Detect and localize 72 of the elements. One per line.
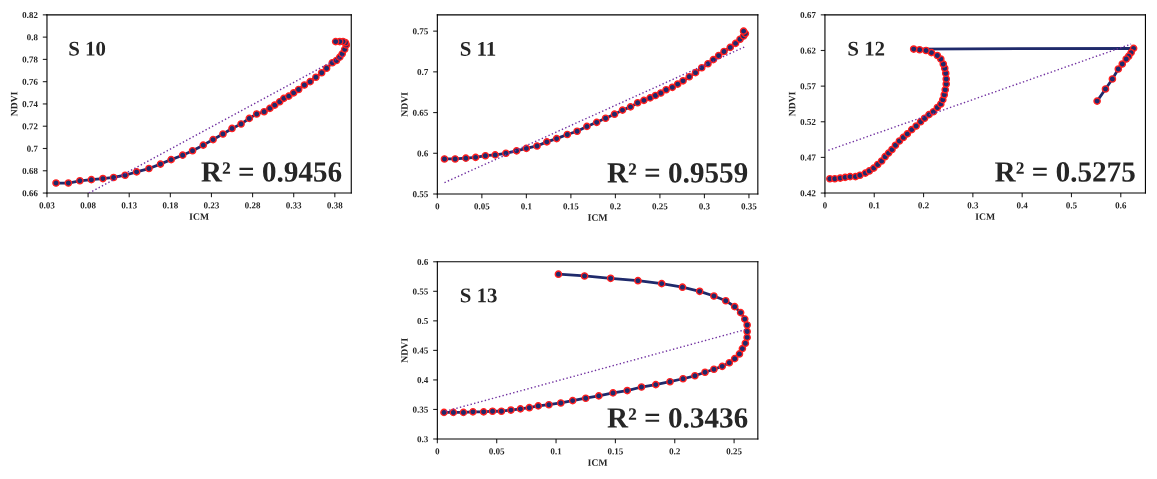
- y-tick-label: 0.4: [417, 377, 429, 384]
- y-tick-label: 0.45: [412, 347, 428, 354]
- annotation: R² = 0.9456: [201, 162, 342, 182]
- y-tick-label: 0.47: [800, 154, 816, 161]
- y-tick-label: 0.82: [22, 11, 38, 19]
- y-tick-label: 0.42: [800, 190, 816, 197]
- x-tick-label: 0.28: [245, 202, 261, 209]
- y-tick-label: 0.6: [417, 258, 429, 266]
- y-axis-title: NDVI: [401, 92, 408, 117]
- y-tick-label: 0.72: [22, 123, 38, 130]
- x-tick-label: 0.3: [699, 203, 710, 210]
- x-axis-title: ICM: [587, 459, 608, 466]
- y-tick-label: 0.68: [22, 167, 38, 175]
- x-tick-label: 0.6: [1115, 202, 1127, 209]
- x-tick-label: 0.2: [669, 448, 680, 455]
- x-axis-title: ICM: [587, 214, 608, 221]
- y-axis-title: NDVI: [788, 91, 796, 117]
- annotation: R² = 0.9559: [607, 163, 748, 183]
- x-tick-label: 0.05: [489, 448, 505, 455]
- x-tick-label: 0.35: [741, 203, 757, 210]
- y-tick-label: 0.55: [412, 191, 428, 198]
- y-tick-label: 0.57: [800, 83, 816, 90]
- x-axis-title: ICM: [975, 213, 995, 220]
- x-tick-label: 0.38: [327, 202, 343, 209]
- x-tick-label: 0: [823, 202, 827, 209]
- x-tick-label: 0: [435, 448, 440, 455]
- annotation: S 10: [69, 41, 106, 56]
- y-tick-label: 0.74: [22, 101, 38, 108]
- y-tick-label: 0.7: [27, 145, 38, 152]
- annotation: R² = 0.5275: [995, 162, 1135, 182]
- y-tick-label: 0.76: [22, 78, 38, 85]
- x-tick-label: 0.25: [726, 448, 742, 455]
- x-tick-label: 0.13: [121, 202, 137, 209]
- y-tick-label: 0.5: [417, 317, 428, 325]
- x-tick-label: 0.08: [80, 202, 96, 209]
- y-tick-label: 0.52: [800, 118, 816, 126]
- y-tick-label: 0.62: [800, 47, 816, 54]
- y-tick-label: 0.65: [412, 109, 428, 116]
- y-tick-label: 0.7: [417, 68, 429, 76]
- y-tick-label: 0.78: [22, 56, 38, 63]
- x-tick-label: 0.25: [652, 203, 668, 210]
- y-axis-title: NDVI: [401, 338, 408, 363]
- x-tick-label: 0.15: [563, 203, 579, 210]
- y-tick-label: 0.75: [412, 28, 428, 35]
- y-tick-label: 0.55: [412, 288, 428, 295]
- y-axis-title: NDVI: [10, 91, 18, 117]
- x-tick-label: 0.1: [868, 202, 880, 209]
- x-axis-title: ICM: [189, 213, 209, 220]
- y-tick-label: 0.8: [27, 34, 38, 41]
- x-tick-label: 0.05: [474, 203, 490, 210]
- annotation: R² = 0.3436: [607, 408, 748, 428]
- x-tick-label: 0.4: [1016, 202, 1028, 209]
- x-tick-label: 0.03: [39, 202, 55, 209]
- y-tick-label: 0.3: [417, 436, 429, 443]
- annotation: S 11: [460, 41, 496, 56]
- y-tick-label: 0.66: [22, 190, 38, 197]
- annotation: S 13: [460, 288, 497, 303]
- x-tick-label: 0.2: [918, 202, 929, 209]
- y-tick-label: 0.35: [412, 406, 428, 413]
- x-tick-label: 0.23: [203, 202, 220, 209]
- x-tick-label: 0.33: [286, 202, 302, 209]
- x-tick-label: 0.15: [607, 448, 623, 455]
- y-tick-label: 0.67: [800, 11, 816, 19]
- x-tick-label: 0: [435, 203, 440, 210]
- x-tick-label: 0.18: [162, 202, 178, 209]
- x-tick-label: 0.2: [610, 203, 621, 210]
- x-tick-label: 0.1: [521, 203, 532, 210]
- y-tick-label: 0.6: [417, 150, 429, 157]
- x-tick-label: 0.1: [550, 448, 562, 455]
- x-tick-label: 0.3: [967, 202, 979, 209]
- x-tick-label: 0.5: [1066, 202, 1077, 209]
- annotation: S 12: [848, 41, 885, 56]
